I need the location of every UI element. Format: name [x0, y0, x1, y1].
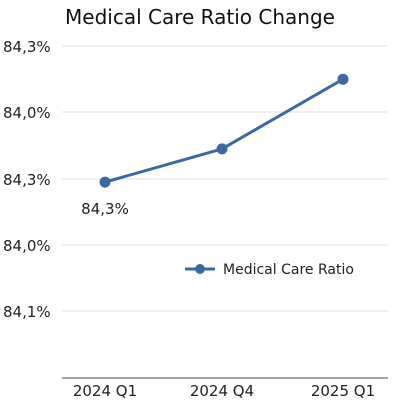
legend-marker [195, 264, 205, 274]
data-point [216, 143, 228, 155]
x-tick-label: 2024 Q4 [190, 382, 254, 400]
data-point [99, 176, 111, 188]
legend-label: Medical Care Ratio [223, 262, 354, 278]
x-tick-label: 2024 Q1 [73, 382, 137, 400]
series [99, 73, 349, 188]
y-tick-label: 84,3% [3, 38, 51, 56]
y-axis-tick-labels: 84,3% 84,0% 84,3% 84,0% 84,1% [3, 38, 51, 321]
y-tick-label: 84,3% [3, 171, 51, 189]
x-axis-tick-labels: 2024 Q1 2024 Q4 2025 Q1 [73, 382, 375, 400]
x-tick-label: 2025 Q1 [311, 382, 375, 400]
series-line [103, 77, 345, 184]
data-point [337, 73, 349, 85]
legend: Medical Care Ratio [185, 262, 354, 278]
y-tick-label: 84,0% [3, 104, 51, 122]
data-labels: 84,3% [81, 200, 129, 218]
y-tick-label: 84,1% [3, 303, 51, 321]
data-label: 84,3% [81, 200, 129, 218]
chart-title: Medical Care Ratio Change [65, 5, 335, 29]
y-tick-label: 84,0% [3, 237, 51, 255]
